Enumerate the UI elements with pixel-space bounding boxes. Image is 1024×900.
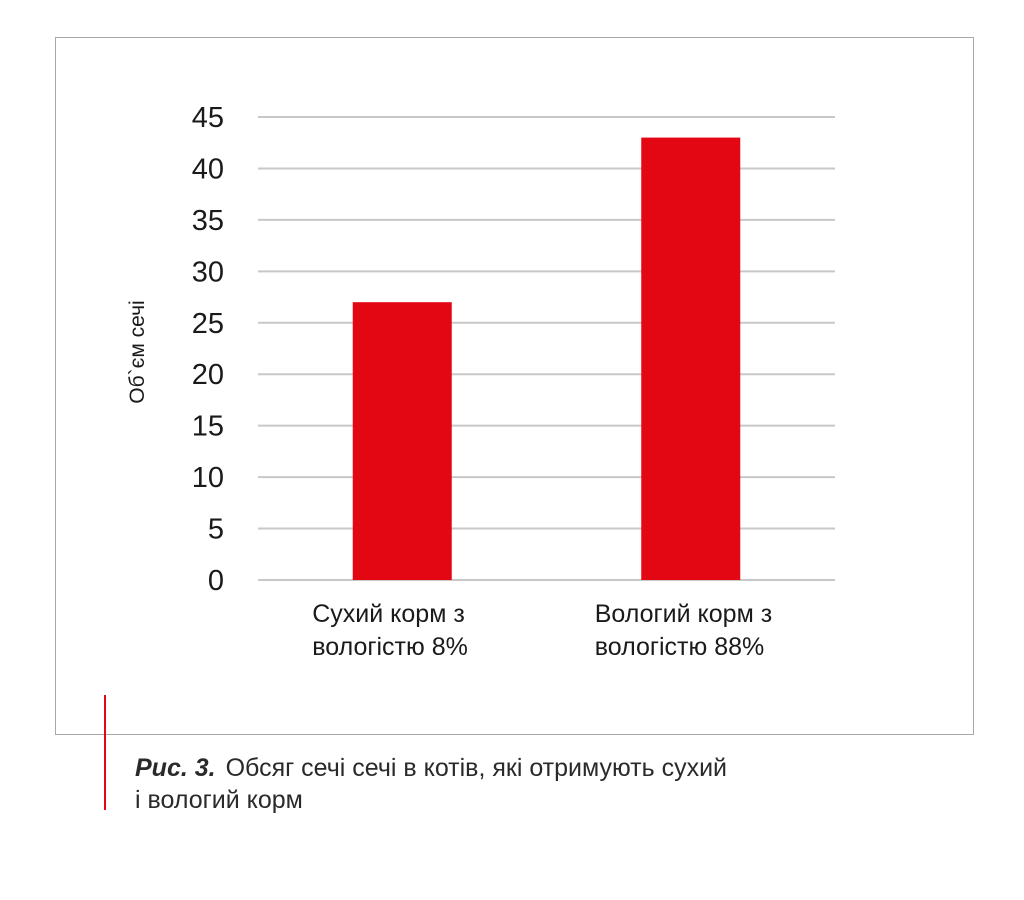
bar-1: [352, 302, 452, 580]
x-category-label-line: вологістю 8%: [312, 633, 468, 661]
x-category-label: Вологий корм з вологістю 88%: [595, 600, 772, 661]
figure-caption-text-line2: і вологий корм: [135, 786, 303, 814]
y-tick-label: 40: [192, 153, 224, 185]
caption-accent-line: [104, 695, 106, 810]
x-category-label-line: Вологий корм з: [595, 600, 772, 628]
y-axis-label: Об`єм сечі: [126, 300, 149, 403]
x-category-label-line: Сухий корм з: [312, 600, 465, 628]
chart-frame: [55, 37, 974, 735]
y-tick-label: 20: [192, 359, 224, 391]
figure-caption-label: Рис. 3.: [135, 754, 216, 782]
bar-2: [641, 137, 741, 581]
x-category-label-line: вологістю 88%: [595, 633, 764, 661]
y-tick-label: 10: [192, 462, 224, 494]
y-tick-label: 35: [192, 205, 224, 237]
y-tick-label: 5: [208, 514, 224, 546]
figure-caption-text-line1: Обсяг сечі сечі в котів, які отримують с…: [225, 754, 728, 782]
y-tick-label: 15: [192, 411, 224, 443]
x-category-label: Сухий корм з вологістю 8%: [312, 600, 468, 661]
y-tick-label: 45: [192, 102, 224, 134]
y-tick-label: 30: [192, 256, 224, 288]
y-tick-label: 0: [208, 565, 224, 597]
figure-caption: Рис. 3. Обсяг сечі сечі в котів, які отри…: [135, 752, 855, 816]
y-tick-label: 25: [192, 308, 224, 340]
